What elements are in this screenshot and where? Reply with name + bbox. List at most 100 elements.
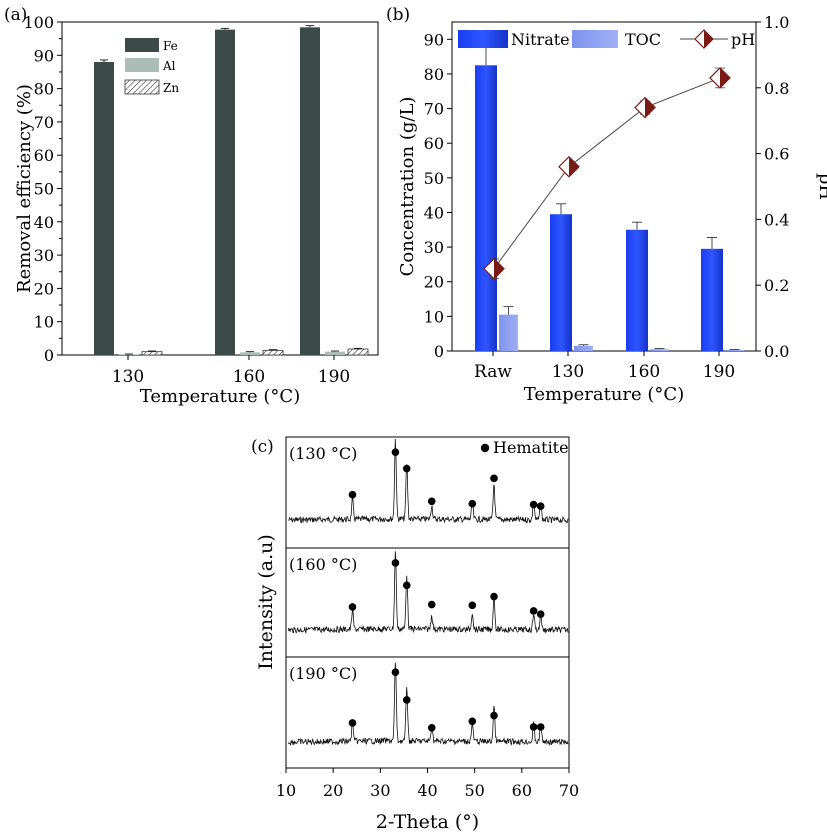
y-tick-label: 20	[34, 279, 54, 298]
y-tick-label: 0	[434, 342, 444, 361]
y-tick-label: 50	[424, 169, 444, 188]
x-tick-label: Raw	[474, 362, 512, 382]
legend-marker-ph-fill	[704, 30, 713, 48]
legend-swatch-fe	[125, 38, 159, 52]
hematite-marker	[427, 724, 436, 732]
xrd-pattern	[288, 551, 569, 635]
hematite-marker	[402, 581, 411, 590]
x-axis-label: Temperature (°C)	[140, 386, 300, 407]
panel-c: (c) (130 °C) (160 °C) (190 °C) Hematite 10 20 3…	[251, 436, 579, 833]
legend-swatch-toc	[572, 30, 618, 48]
x-tick-label: 190	[703, 362, 735, 382]
legend-swatch-nitrate	[458, 30, 508, 48]
y2-tick-label: 0.8	[764, 79, 789, 98]
xrd-subplot-label: (190 °C)	[289, 664, 357, 683]
legend-marker-hematite	[480, 443, 490, 453]
y-tick-label: 10	[34, 313, 54, 332]
hematite-marker	[529, 607, 538, 615]
bar-nitrate	[626, 229, 648, 351]
hematite-marker	[468, 601, 477, 610]
bar-toc	[574, 345, 593, 351]
hematite-marker	[490, 592, 498, 601]
bar-fe	[300, 27, 320, 355]
bar-zn	[141, 351, 163, 356]
legend-label-ph: pH	[731, 30, 755, 49]
xrd-subplot-label: (160 °C)	[289, 555, 357, 574]
ph-line	[493, 77, 721, 270]
bar-nitrate	[475, 65, 497, 351]
hematite-marker	[536, 723, 545, 731]
legend-swatch-al	[125, 58, 159, 72]
xrd-subplot-label: (130 °C)	[289, 444, 357, 463]
bar-toc	[725, 349, 744, 351]
legend-label-fe: Fe	[163, 39, 178, 53]
y-tick-label: 50	[34, 180, 54, 199]
hematite-marker	[529, 723, 538, 731]
legend-label-nitrate: Nitrate	[511, 30, 570, 49]
hematite-marker	[490, 711, 498, 720]
y-tick-label: 30	[34, 246, 54, 265]
y-tick-label: 80	[424, 65, 444, 84]
x-tick-label: 130	[552, 362, 584, 382]
y2-tick-label: 0.2	[764, 276, 789, 295]
ph-marker-fill	[720, 67, 730, 88]
hematite-marker	[391, 668, 400, 676]
x-tick-label: 10	[276, 781, 296, 800]
x-tick-label: 70	[559, 781, 579, 800]
y-axis-label: Intensity (a.u)	[255, 534, 277, 670]
panel-label: (b)	[386, 5, 410, 25]
y-axis-label: Removal efficiency (%)	[14, 84, 35, 293]
x-tick-label: 60	[512, 781, 532, 800]
bar-zn	[347, 348, 369, 356]
y2-tick-label: 1.0	[764, 13, 789, 32]
bar-toc	[499, 314, 518, 351]
y2-tick-label: 0.4	[764, 210, 789, 229]
x-tick-label: 130	[112, 367, 144, 387]
x-tick-label: 20	[323, 781, 343, 800]
legend-label-toc: TOC	[625, 30, 661, 49]
bar-fe	[215, 29, 235, 356]
bar-nitrate	[701, 248, 723, 351]
y-tick-label: 20	[424, 273, 444, 292]
y2-tick-label: 0.6	[764, 145, 789, 164]
ph-marker-fill	[494, 258, 504, 279]
ph-marker-fill	[569, 156, 579, 177]
xrd-pattern	[288, 662, 569, 747]
y-tick-label: 100	[23, 13, 54, 32]
bar-fe	[94, 61, 114, 356]
hematite-marker	[490, 474, 498, 483]
y-tick-label: 40	[424, 203, 444, 222]
bar-nitrate	[550, 214, 572, 351]
legend-label-al: Al	[162, 59, 176, 73]
y-axis-label: Concentration (g/L)	[397, 97, 418, 277]
x-tick-label: 40	[417, 781, 437, 800]
hematite-marker	[402, 464, 411, 473]
x-axis-label: Temperature (°C)	[524, 384, 684, 405]
ph-marker-fill	[645, 97, 655, 118]
y-tick-label: 40	[34, 213, 54, 232]
x-tick-label: 190	[318, 367, 350, 387]
bar-al	[325, 351, 345, 355]
bar-al	[119, 354, 139, 355]
bar-toc	[650, 349, 669, 351]
hematite-marker	[348, 490, 357, 499]
legend-swatch-zn	[124, 79, 160, 95]
panel-label: (c)	[251, 437, 274, 457]
y-tick-label: 60	[424, 134, 444, 153]
y-tick-label: 90	[424, 30, 444, 49]
hematite-marker	[468, 499, 477, 508]
hematite-marker	[536, 610, 545, 618]
hematite-marker	[529, 500, 538, 509]
y-tick-label: 60	[34, 146, 54, 165]
y-tick-label: 80	[34, 80, 54, 99]
x-tick-label: 160	[233, 367, 265, 387]
y-tick-label: 90	[34, 46, 54, 65]
plot-frame	[451, 21, 757, 352]
xrd-pattern	[288, 439, 569, 524]
hematite-marker	[391, 559, 400, 567]
x-axis-label: 2-Theta (°)	[376, 811, 479, 833]
hematite-marker	[348, 719, 357, 727]
x-tick-label: 30	[370, 781, 390, 800]
panel-a: (a) 0 10 20 30 40 50 60 70 80 90 100 130 160 190 Temper…	[4, 5, 379, 407]
